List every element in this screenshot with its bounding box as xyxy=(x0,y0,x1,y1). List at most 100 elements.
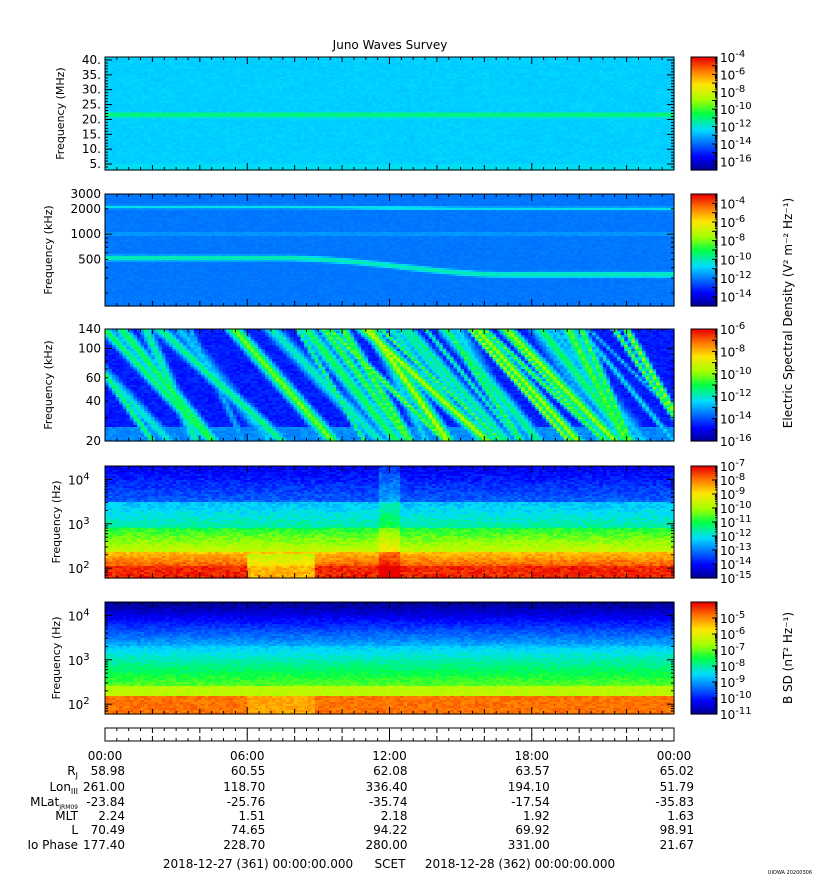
ephemeris-value: -23.84 xyxy=(86,795,125,809)
colorbar-tick-label: 10-6 xyxy=(720,321,745,337)
start-time: 2018-12-27 (361) 00:00:00.000 xyxy=(163,857,353,871)
spectrogram-panel-4: 102 103 104 Frequency (Hz) 10-710-810-910-10… xyxy=(50,458,752,586)
ephemeris-value: 2.18 xyxy=(381,809,408,823)
colorbar-tick-label: 10-9 xyxy=(720,674,745,690)
time-tick-label: 00:00 xyxy=(657,749,692,763)
colorbar-tick-label: 10-14 xyxy=(720,136,752,152)
ephemeris-row: MLT 2.24 1.51 2.18 1.92 1.63 xyxy=(55,809,694,823)
spectrogram-image-4 xyxy=(105,466,675,579)
spectrogram-image-2 xyxy=(105,194,675,307)
y-tick-label: 3000 xyxy=(70,187,101,201)
ephemeris-value: 1.51 xyxy=(239,809,266,823)
colorbar-tick-label: 10-6 xyxy=(720,626,745,642)
ephemeris-value: 94.22 xyxy=(373,823,407,837)
ephemeris-row: LonIII 261.00 118.70 336.40 194.10 51.79 xyxy=(50,780,695,796)
y-tick-label: 2000 xyxy=(70,202,101,216)
time-tick-label: 06:00 xyxy=(230,749,265,763)
colorbar-tick-label: 10-10 xyxy=(720,101,752,117)
y-tick-label: 20. xyxy=(82,112,101,126)
ephemeris-value: 69.92 xyxy=(515,823,549,837)
ephemeris-table: RJ 58.98 60.55 62.08 63.57 65.02 LonIII 261.00 1… xyxy=(27,764,694,852)
ephemeris-row: MLatJRM09 -23.84 -25.76 -35.74 -17.54 -35.83 xyxy=(30,795,694,811)
ephemeris-value: 65.02 xyxy=(660,764,694,778)
spectrogram-panel-3: 20 40 60 100 140 Frequency (kHz) 10-6 10-8 10-10… xyxy=(42,321,752,449)
colorbar-tick-label: 10-8 xyxy=(720,84,745,100)
colorbar-tick-label: 10-6 xyxy=(720,214,745,230)
ephemeris-row-name: Io Phase xyxy=(27,838,78,852)
y-tick-label: 104 xyxy=(68,607,90,623)
colorbar-tick-label: 10-4 xyxy=(720,195,745,211)
y-tick-label: 102 xyxy=(68,560,90,576)
y-tick-label: 5. xyxy=(90,157,101,171)
colorbar-tick-label: 10-16 xyxy=(720,153,752,169)
colorbar-tick-label: 10-8 xyxy=(720,658,745,674)
ephemeris-value: 60.55 xyxy=(231,764,265,778)
colorbar-tick-label: 10-7 xyxy=(720,642,745,658)
y-tick-label: 102 xyxy=(68,696,90,712)
ephemeris-value: 228.70 xyxy=(223,838,265,852)
y-tick-label: 10. xyxy=(82,142,101,156)
y-tick-label: 25. xyxy=(82,98,101,112)
time-tick-label: 12:00 xyxy=(372,749,407,763)
colorbar-tick-label: 10-10 xyxy=(720,690,752,706)
spectrogram-panel-1: 5.10.15.20.25.30.35.40. Frequency (MHz) 10… xyxy=(54,49,752,171)
colorbar-tick-label: 10-14 xyxy=(720,289,752,305)
spectrogram-panels: 5.10.15.20.25.30.35.40. Frequency (MHz) 10… xyxy=(42,49,795,722)
ephemeris-value: 280.00 xyxy=(366,838,408,852)
colorbar-2: 10-4 10-6 10-8 10-10 10-12 10-14 Electric Spec… xyxy=(690,193,795,428)
ephemeris-row: RJ 58.98 60.55 62.08 63.57 65.02 xyxy=(67,764,694,780)
y-axis-title-5: Frequency (Hz) xyxy=(50,617,63,700)
y-tick-label: 100 xyxy=(78,341,101,355)
spectrogram-image-5 xyxy=(105,602,675,715)
colorbar-tick-label: 10-8 xyxy=(720,343,745,359)
colorbar-tick-label: 10-6 xyxy=(720,66,745,82)
colorbar-tick-label: 10-8 xyxy=(720,472,745,488)
colorbar-tick-label: 10-4 xyxy=(720,49,745,65)
ephemeris-row-name: MLT xyxy=(55,809,78,823)
y-axis-3: 20 40 60 100 140 xyxy=(78,322,674,448)
ephemeris-value: 331.00 xyxy=(508,838,550,852)
time-tick-label: 00:00 xyxy=(88,749,123,763)
y-tick-label: 35. xyxy=(82,68,101,82)
ephemeris-value: 63.57 xyxy=(515,764,549,778)
y-tick-label: 500 xyxy=(78,252,101,266)
colorbar-3: 10-6 10-8 10-10 10-12 10-14 10-16 xyxy=(690,321,752,449)
colorbar-tick-label: 10-13 xyxy=(720,542,752,558)
ephemeris-row-name: MLatJRM09 xyxy=(30,795,78,811)
figure-title: Juno Waves Survey xyxy=(332,38,448,52)
ephemeris-value: -35.83 xyxy=(655,795,694,809)
ephemeris-value: 194.10 xyxy=(508,780,550,794)
ephemeris-value: 2.24 xyxy=(98,809,125,823)
y-axis-4: 102 103 104 xyxy=(68,465,674,579)
y-tick-label: 103 xyxy=(68,652,90,668)
ephemeris-row: Io Phase 177.40 228.70 280.00 331.00 21.67 xyxy=(27,838,694,852)
colorbar-tick-label: 10-16 xyxy=(720,433,752,449)
ephemeris-value: 118.70 xyxy=(223,780,265,794)
y-tick-label: 40 xyxy=(86,394,101,408)
colorbar-tick-label: 10-12 xyxy=(720,270,752,286)
ephemeris-row-name: LonIII xyxy=(50,780,79,796)
ephemeris-row: L 70.49 74.65 94.22 69.92 98.91 xyxy=(71,823,694,837)
colorbar-4: 10-710-810-910-1010-1110-1210-1310-1410-… xyxy=(690,458,752,586)
ephemeris-value: -17.54 xyxy=(511,795,550,809)
y-axis-5: 102 103 104 xyxy=(68,601,674,715)
y-tick-label: 104 xyxy=(68,471,90,487)
colorbar-tick-label: 10-8 xyxy=(720,233,745,249)
corner-tag: UIOWA 20200306 xyxy=(768,870,812,876)
ephemeris-value: 62.08 xyxy=(373,764,407,778)
y-axis-title-3: Frequency (kHz) xyxy=(42,340,55,429)
ephemeris-row-name: L xyxy=(71,823,78,837)
colorbar-tick-label: 10-12 xyxy=(720,119,752,135)
colorbar-tick-label: 10-10 xyxy=(720,366,752,382)
end-time: 2018-12-28 (362) 00:00:00.000 xyxy=(425,857,615,871)
colorbar-title: Electric Spectral Density (V² m⁻² Hz⁻¹) xyxy=(781,198,795,428)
colorbar-tick-label: 10-14 xyxy=(720,556,752,572)
ephemeris-row-name: RJ xyxy=(67,764,78,780)
y-tick-label: 60 xyxy=(86,371,101,385)
y-tick-label: 15. xyxy=(82,127,101,141)
colorbar-tick-label: 10-11 xyxy=(720,706,752,722)
spectrogram-image-3 xyxy=(105,329,675,442)
colorbar-tick-label: 10-9 xyxy=(720,486,745,502)
